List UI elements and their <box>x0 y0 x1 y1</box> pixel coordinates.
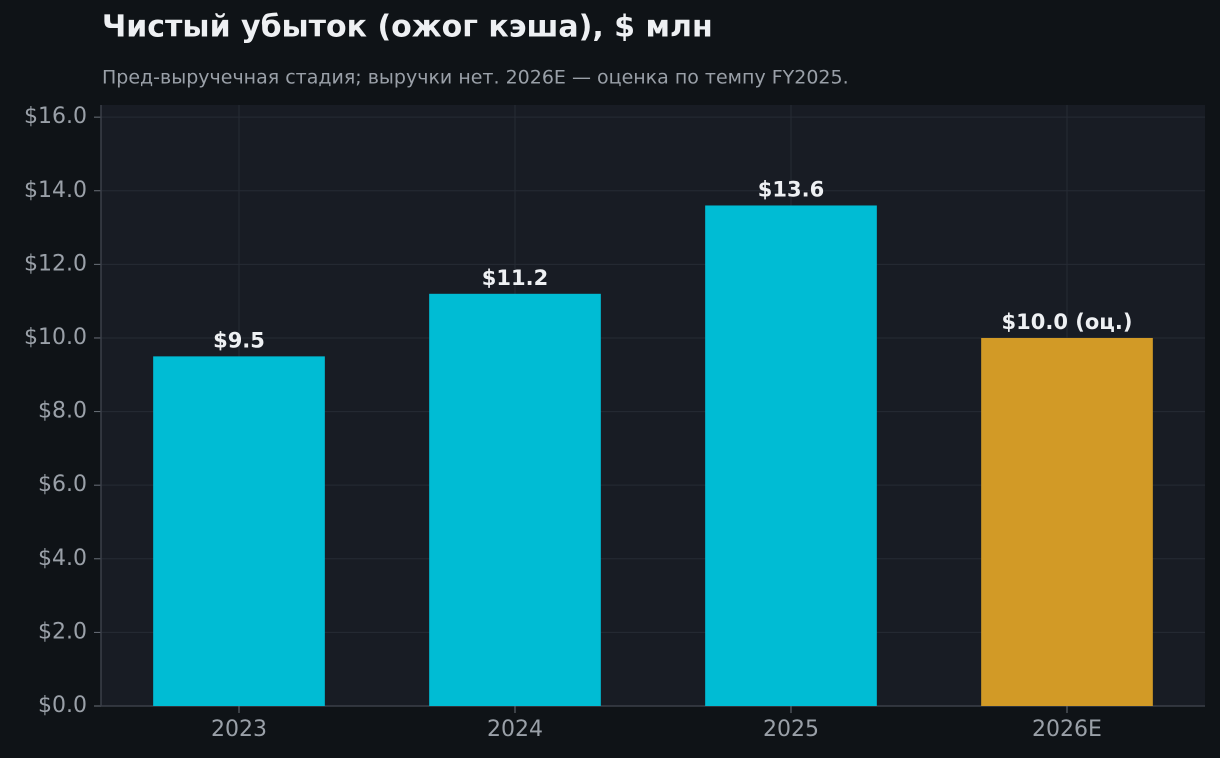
value-label: $13.6 <box>758 177 824 201</box>
y-tick-label: $6.0 <box>38 472 87 497</box>
x-tick-label: 2023 <box>211 717 267 742</box>
x-tick-label: 2024 <box>487 717 543 742</box>
value-label: $11.2 <box>482 266 548 290</box>
bar <box>429 293 601 706</box>
y-tick-label: $12.0 <box>24 251 87 276</box>
bar <box>153 356 325 706</box>
x-tick-label: 2026E <box>1032 717 1102 742</box>
x-tick-label: 2025 <box>763 717 819 742</box>
value-label: $9.5 <box>213 328 265 352</box>
chart-subtitle: Пред-выручечная стадия; выручки нет. 202… <box>102 67 849 89</box>
y-tick-label: $4.0 <box>38 546 87 571</box>
value-label: $10.0 (оц.) <box>1002 310 1133 334</box>
y-tick-label: $10.0 <box>24 325 87 350</box>
chart-title: Чистый убыток (ожог кэша), $ млн <box>102 10 713 45</box>
y-tick-label: $8.0 <box>38 399 87 424</box>
bar <box>981 337 1153 706</box>
y-tick-label: $2.0 <box>38 619 87 644</box>
y-tick-label: $0.0 <box>38 693 87 718</box>
y-tick-label: $14.0 <box>24 178 87 203</box>
bar <box>705 205 877 706</box>
y-tick-label: $16.0 <box>24 104 87 129</box>
